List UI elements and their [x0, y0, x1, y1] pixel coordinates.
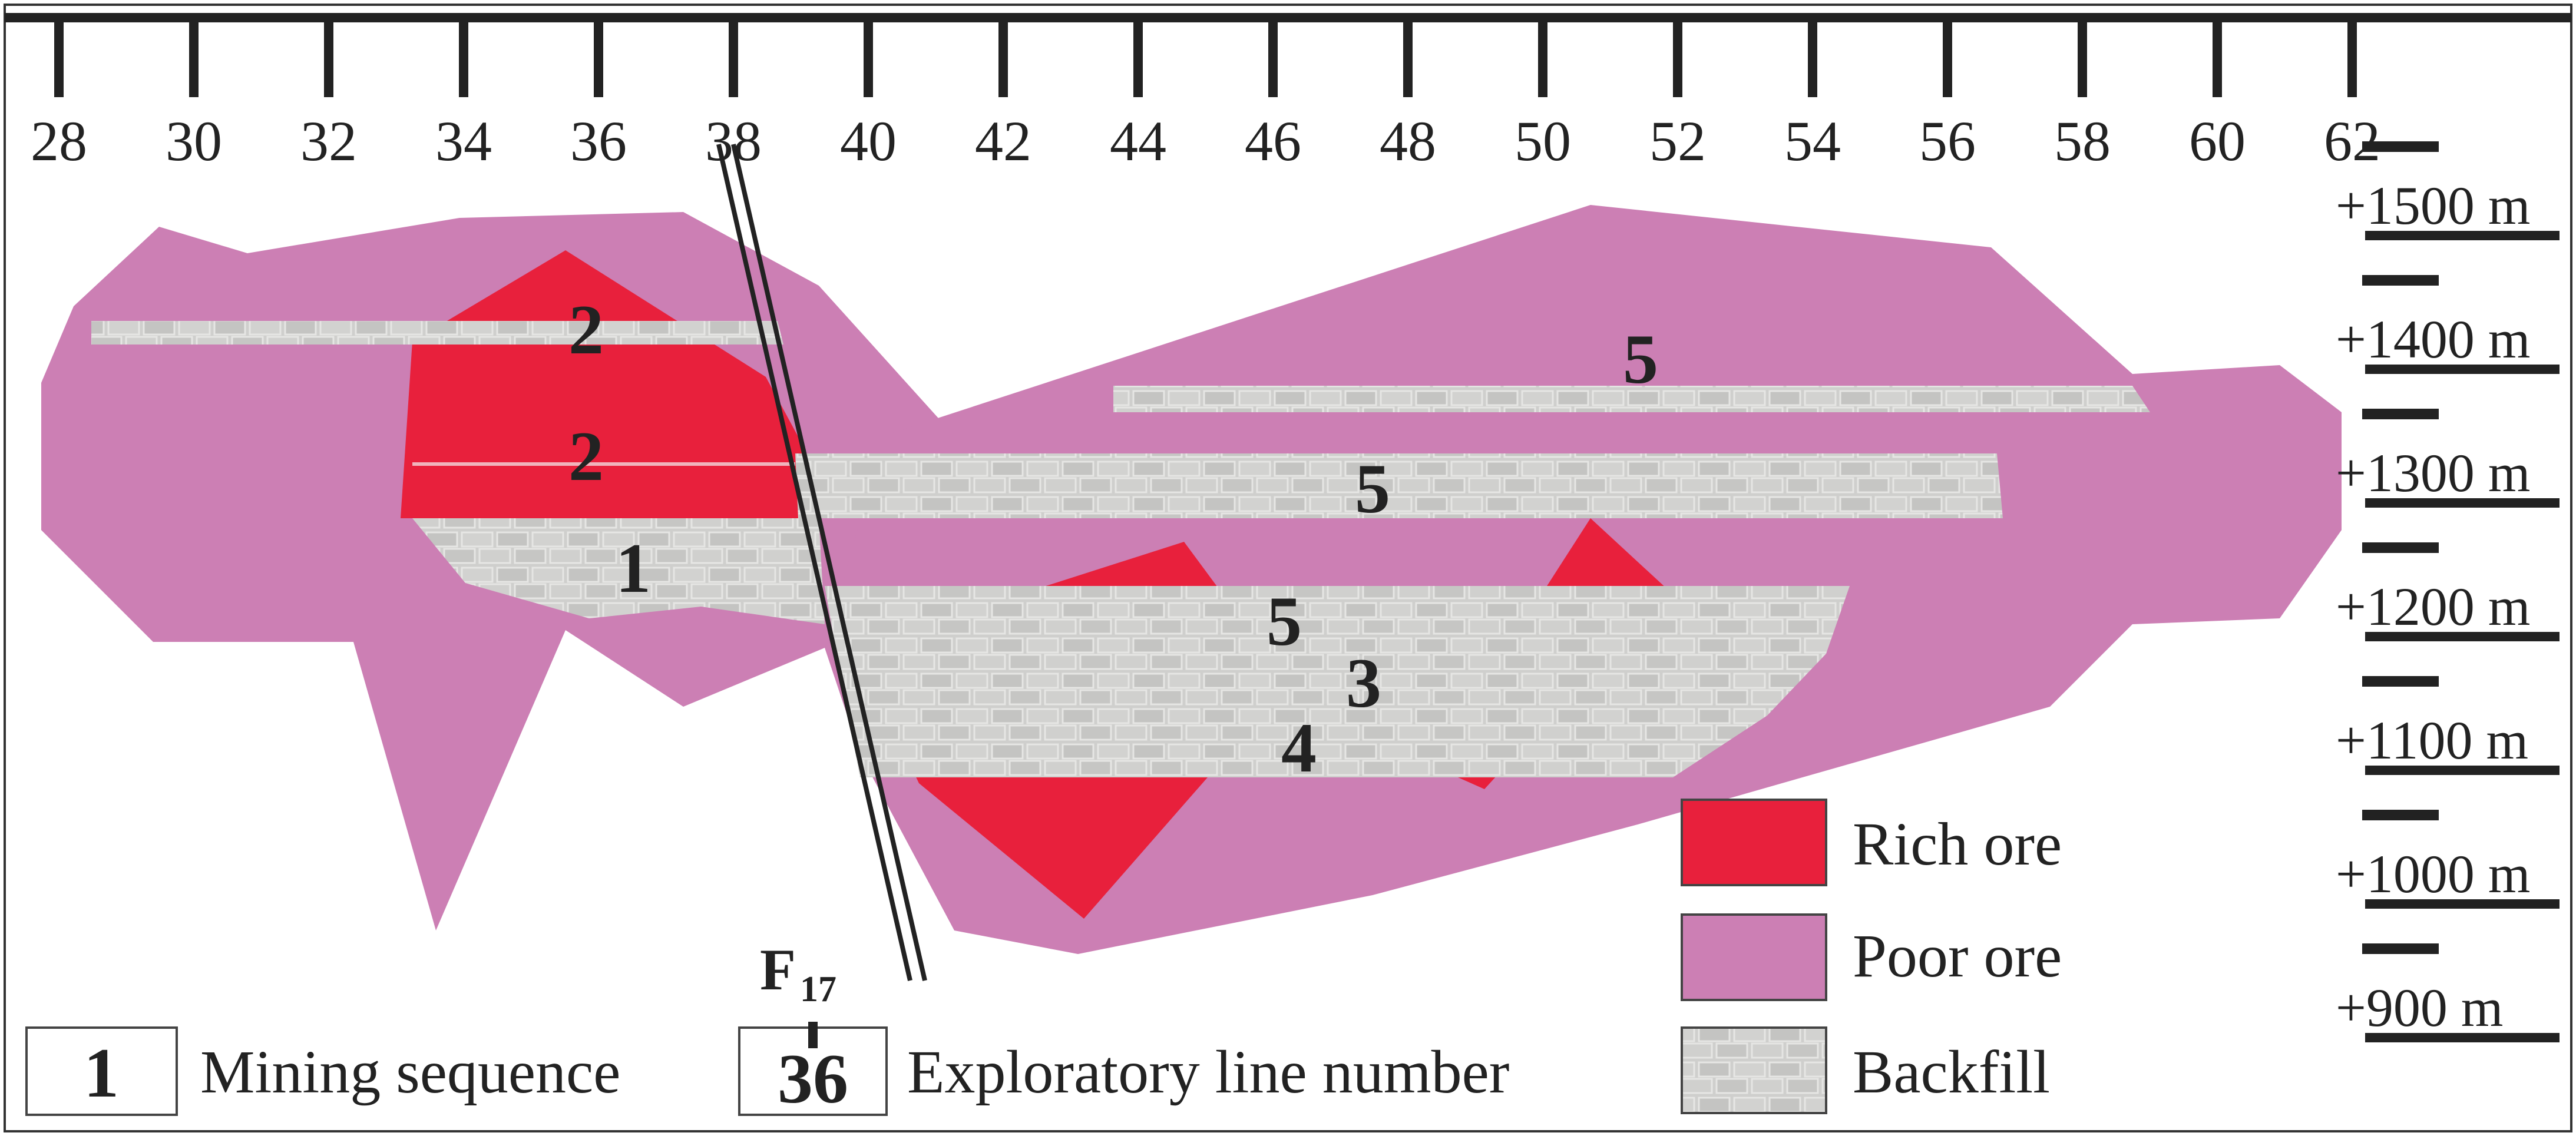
- exploratory-line-label: 62: [2324, 110, 2380, 173]
- backfill-slice-5-middle: [795, 453, 2003, 518]
- legend-backfill-label: Backfill: [1853, 1038, 2050, 1106]
- elevation-underline: [2365, 365, 2560, 374]
- backfill-slice-5-lower: [825, 586, 1850, 654]
- sequence-label-1: 1: [616, 529, 651, 607]
- backfill-slice-1: [412, 518, 825, 624]
- exploratory-line-label: 30: [166, 110, 222, 173]
- exploratory-line-label: 46: [1245, 110, 1301, 173]
- legend-mining-sequence-box: [25, 1026, 178, 1116]
- fault-f17: [716, 144, 927, 981]
- backfill-slice-2-upper: [91, 321, 783, 345]
- sequence-label-4: 4: [1281, 708, 1317, 787]
- elevation-label: +1200 m: [2336, 577, 2530, 637]
- legend-exploratory-line-example: 36: [778, 1039, 848, 1118]
- legend-backfill-swatch: [1681, 1026, 1827, 1114]
- exploratory-line-label: 32: [300, 110, 357, 173]
- exploratory-line-label: 58: [2054, 110, 2111, 173]
- rich-ore-body-upper-west: [401, 250, 819, 518]
- legend-ore-types: Rich ore Poor ore Backfill: [1681, 799, 2062, 1114]
- legend-exploratory-line-box: [738, 1026, 888, 1116]
- legend-exploratory-line-label: Exploratory line number: [907, 1038, 1509, 1106]
- elevation-tick-short: [2362, 141, 2439, 152]
- elevation-underline: [2365, 1033, 2560, 1042]
- elevation-label: +1300 m: [2336, 443, 2530, 503]
- legend-rich-ore-swatch: [1681, 799, 1827, 886]
- elevation-tick-short: [2362, 542, 2439, 553]
- exploratory-line-label: 54: [1784, 110, 1841, 173]
- exploratory-line-label: 38: [705, 110, 762, 173]
- elevation-tick-short: [2362, 943, 2439, 954]
- elevation-tick-short: [2362, 810, 2439, 820]
- legend-mining-sequence-example: 1: [84, 1034, 119, 1112]
- slice-divider-line: [412, 462, 795, 466]
- backfill-slice-5-upper: [1113, 386, 2150, 412]
- exploratory-line-label: 40: [840, 110, 897, 173]
- sequence-label-2-lower: 2: [568, 417, 604, 495]
- legend-mining-sequence-label: Mining sequence: [200, 1038, 620, 1106]
- sequence-label-2-upper: 2: [568, 290, 604, 369]
- sequence-label-3: 3: [1346, 644, 1381, 722]
- exploratory-line-label: 52: [1649, 110, 1706, 173]
- exploratory-line-label: 44: [1110, 110, 1166, 173]
- exploratory-line-label: 42: [975, 110, 1031, 173]
- backfill-slice-3: [836, 654, 1826, 716]
- exploratory-line-label: 36: [570, 110, 627, 173]
- elevation-underline: [2365, 766, 2560, 775]
- exploratory-line-label: 60: [2189, 110, 2246, 173]
- elevation-tick-short: [2362, 409, 2439, 419]
- elevation-underline: [2365, 498, 2560, 508]
- exploratory-line-ticks: 28 30 32 34 36 38 40 42 44 46 48 50 52 54 56 58 60 62: [31, 18, 2380, 173]
- exploratory-line-label: 28: [31, 110, 87, 173]
- legend-exploratory-line-tick: [808, 1022, 818, 1048]
- elevation-tick-short: [2362, 676, 2439, 687]
- fault-label: F: [760, 937, 796, 1002]
- sequence-label-5-lower: 5: [1266, 582, 1302, 660]
- exploratory-line-label: 50: [1514, 110, 1571, 173]
- backfill-slice-4: [848, 716, 1767, 777]
- legend-symbols: 1 Mining sequence 36 Exploratory line nu…: [25, 1022, 1509, 1118]
- elevation-underline: [2365, 632, 2560, 641]
- sequence-label-5-middle: 5: [1355, 449, 1390, 528]
- elevation-underline: [2365, 231, 2560, 240]
- legend-poor-ore-swatch: [1681, 913, 1827, 1001]
- exploratory-line-label: 56: [1919, 110, 1976, 173]
- exploratory-line-label: 48: [1380, 110, 1436, 173]
- elevation-scale: +1500 m +1400 m +1300 m +1200 m +1100 m +1000…: [2336, 141, 2560, 1042]
- elevation-tick-short: [2362, 275, 2439, 286]
- sequence-label-5-upper: 5: [1623, 320, 1658, 398]
- elevation-label: +1500 m: [2336, 175, 2530, 236]
- elevation-label: +900 m: [2336, 978, 2503, 1038]
- elevation-label: +1000 m: [2336, 844, 2530, 904]
- fault-subscript: 17: [800, 969, 836, 1009]
- legend-poor-ore-label: Poor ore: [1853, 922, 2062, 990]
- exploratory-line-label: 34: [435, 110, 492, 173]
- elevation-label: +1400 m: [2336, 309, 2530, 369]
- elevation-label: +1100 m: [2336, 710, 2528, 770]
- elevation-underline: [2365, 899, 2560, 909]
- legend-rich-ore-label: Rich ore: [1853, 810, 2062, 878]
